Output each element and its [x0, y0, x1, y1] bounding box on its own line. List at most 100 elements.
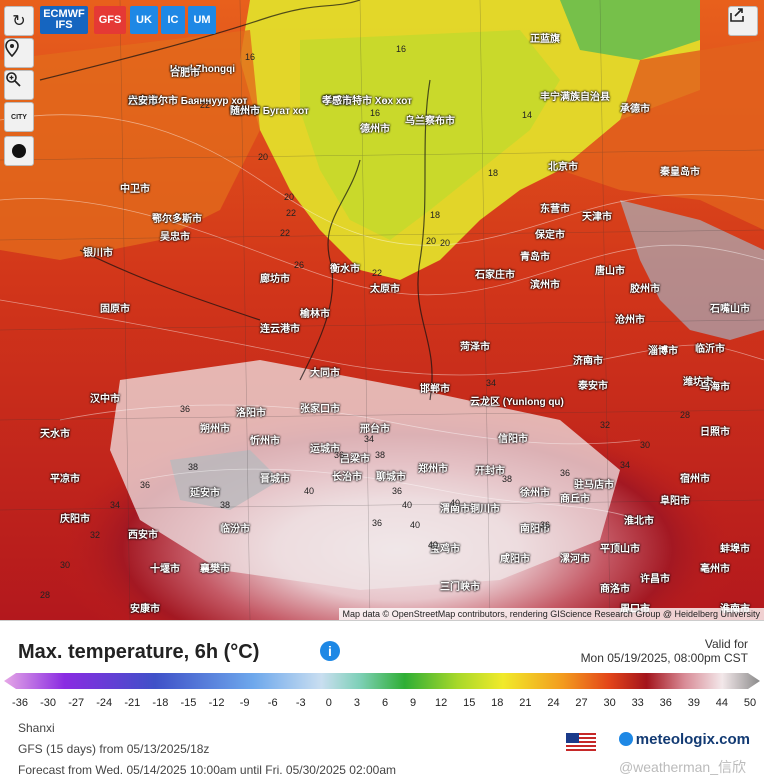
place-label: 石嘴山市: [710, 304, 750, 315]
isoline-label: 30: [60, 560, 71, 570]
refresh-button[interactable]: ↻: [4, 6, 34, 36]
place-label: 太原市: [370, 284, 400, 295]
model-ic-button[interactable]: IC: [161, 6, 185, 34]
model-um-button[interactable]: UM: [188, 6, 216, 34]
model-uk-button[interactable]: UK: [130, 6, 158, 34]
scale-tick-label: 9: [410, 697, 417, 709]
zoom-button[interactable]: [4, 70, 34, 100]
place-label: 唐山市: [595, 266, 625, 277]
place-label: 平凉市: [50, 474, 80, 485]
isoline-label: 38: [220, 500, 231, 510]
place-label: 泰安市: [578, 381, 608, 392]
place-label: 固原市: [100, 304, 130, 315]
isoline-label: 34: [486, 378, 497, 388]
scale-tick-label: 6: [381, 697, 389, 709]
share-button[interactable]: [728, 6, 758, 36]
scale-tick-label: -12: [208, 697, 225, 709]
isoline-label: 34: [110, 500, 121, 510]
place-label: 鄂尔多斯市: [152, 214, 202, 225]
place-label: 东营市: [540, 204, 570, 215]
place-label: 银川市: [83, 248, 113, 259]
isoline-label: 20: [440, 238, 451, 248]
scale-tick-label: 39: [687, 697, 700, 709]
place-label: 郑州市: [418, 464, 448, 475]
place-label: 庆阳市: [60, 514, 90, 525]
place-label: 云龙区 (Yunlong qu): [470, 397, 564, 408]
scale-tick-label: 33: [631, 697, 644, 709]
refresh-icon: ↻: [12, 13, 26, 30]
place-label: 六安市: [128, 96, 158, 107]
scale-tick-label: -18: [152, 697, 169, 709]
place-label: 平顶山市: [600, 544, 640, 555]
place-label: 保定市: [535, 230, 565, 241]
isoline-label: 38: [502, 474, 513, 484]
place-label: 信阳市: [498, 434, 528, 445]
isoline-label: 22: [200, 100, 211, 110]
place-label: 邯郸市: [420, 384, 450, 395]
globe-icon: [618, 732, 633, 746]
place-label: 胶州市: [630, 284, 660, 295]
place-label: 许昌市: [640, 574, 670, 585]
place-label: 蚌埠市: [720, 544, 750, 555]
place-label: 大同市: [310, 368, 340, 379]
place-label: 晋城市: [260, 474, 290, 485]
place-label: 漯河市: [560, 554, 590, 565]
isoline-label: 40: [450, 498, 461, 508]
scale-tick-label: 18: [491, 697, 504, 709]
isoline-label: 18: [488, 168, 499, 178]
share-icon: [730, 8, 744, 22]
forecast-range: Forecast from Wed. 05/14/2025 10:00am un…: [18, 763, 396, 777]
isoline-label: 34: [364, 434, 375, 444]
city-toggle-button[interactable]: CITY: [4, 102, 34, 132]
isoline-label: 36: [540, 520, 551, 530]
place-label: 咸阳市: [500, 554, 530, 565]
isoline-label: 30: [640, 440, 651, 450]
isoline-label: 40: [304, 486, 315, 496]
isoline-label: 32: [90, 530, 101, 540]
place-label: 随州市: [230, 106, 260, 117]
place-label: 邢台市: [360, 424, 390, 435]
scale-tick-label: -6: [267, 697, 278, 709]
place-label: Urad Zhongqi: [170, 64, 235, 75]
info-panel: Max. temperature, 6h (°C) i Valid for Mo…: [0, 620, 764, 784]
us-flag-icon[interactable]: [566, 733, 596, 751]
info-icon[interactable]: i: [320, 641, 340, 661]
place-label: 乌海市: [700, 382, 730, 393]
isoline-label: 36: [560, 468, 571, 478]
scale-tick-label: -36: [12, 697, 28, 709]
layer-button[interactable]: [4, 136, 34, 166]
place-label: 安康市: [130, 604, 160, 615]
place-label: 北京市: [548, 162, 578, 173]
weather-map[interactable]: Urad Zhongqi 巴彦淖尔市 Баяннуур хот 包头市 Бугат …: [0, 0, 764, 620]
isoline-label: 36: [140, 480, 151, 490]
place-label: 廊坊市: [260, 274, 290, 285]
temperature-field: [0, 0, 764, 620]
scale-tick-label: -30: [40, 697, 57, 709]
place-label: 天津市: [582, 212, 612, 223]
scale-tick-label: 50: [743, 697, 757, 709]
location-button[interactable]: [4, 38, 34, 68]
valid-label: Valid for: [704, 637, 748, 651]
location-name: Shanxi: [18, 721, 55, 735]
place-label: 西安市: [128, 530, 158, 541]
isoline-label: 36: [392, 486, 403, 496]
place-label: 菏泽市: [460, 342, 490, 353]
scale-tick-label: 3: [353, 697, 360, 709]
scale-tick-label: -3: [295, 697, 306, 709]
scale-tick-label: 21: [519, 697, 532, 709]
zoom-icon: [6, 72, 21, 87]
place-label: 青岛市: [520, 252, 550, 263]
place-label: 潍坊市: [683, 377, 713, 388]
place-label: 朔州市: [200, 424, 230, 435]
place-label: 淄博市: [648, 346, 678, 357]
isoline-label: 38: [188, 462, 199, 472]
place-label: 巴彦淖尔市 Баяннуур хот: [128, 96, 248, 107]
model-gfs-button[interactable]: GFS: [94, 6, 126, 34]
valid-time: Mon 05/19/2025, 08:00pm CST: [580, 651, 748, 665]
isoline-label: 16: [370, 108, 381, 118]
place-label: 徐州市: [520, 488, 550, 499]
isoline-label: 16: [396, 44, 407, 54]
isoline-label: 34: [620, 460, 631, 470]
model-ecmwf-button[interactable]: ECMWF IFS: [40, 6, 88, 34]
brand-logo[interactable]: meteologix.com: [618, 731, 750, 748]
